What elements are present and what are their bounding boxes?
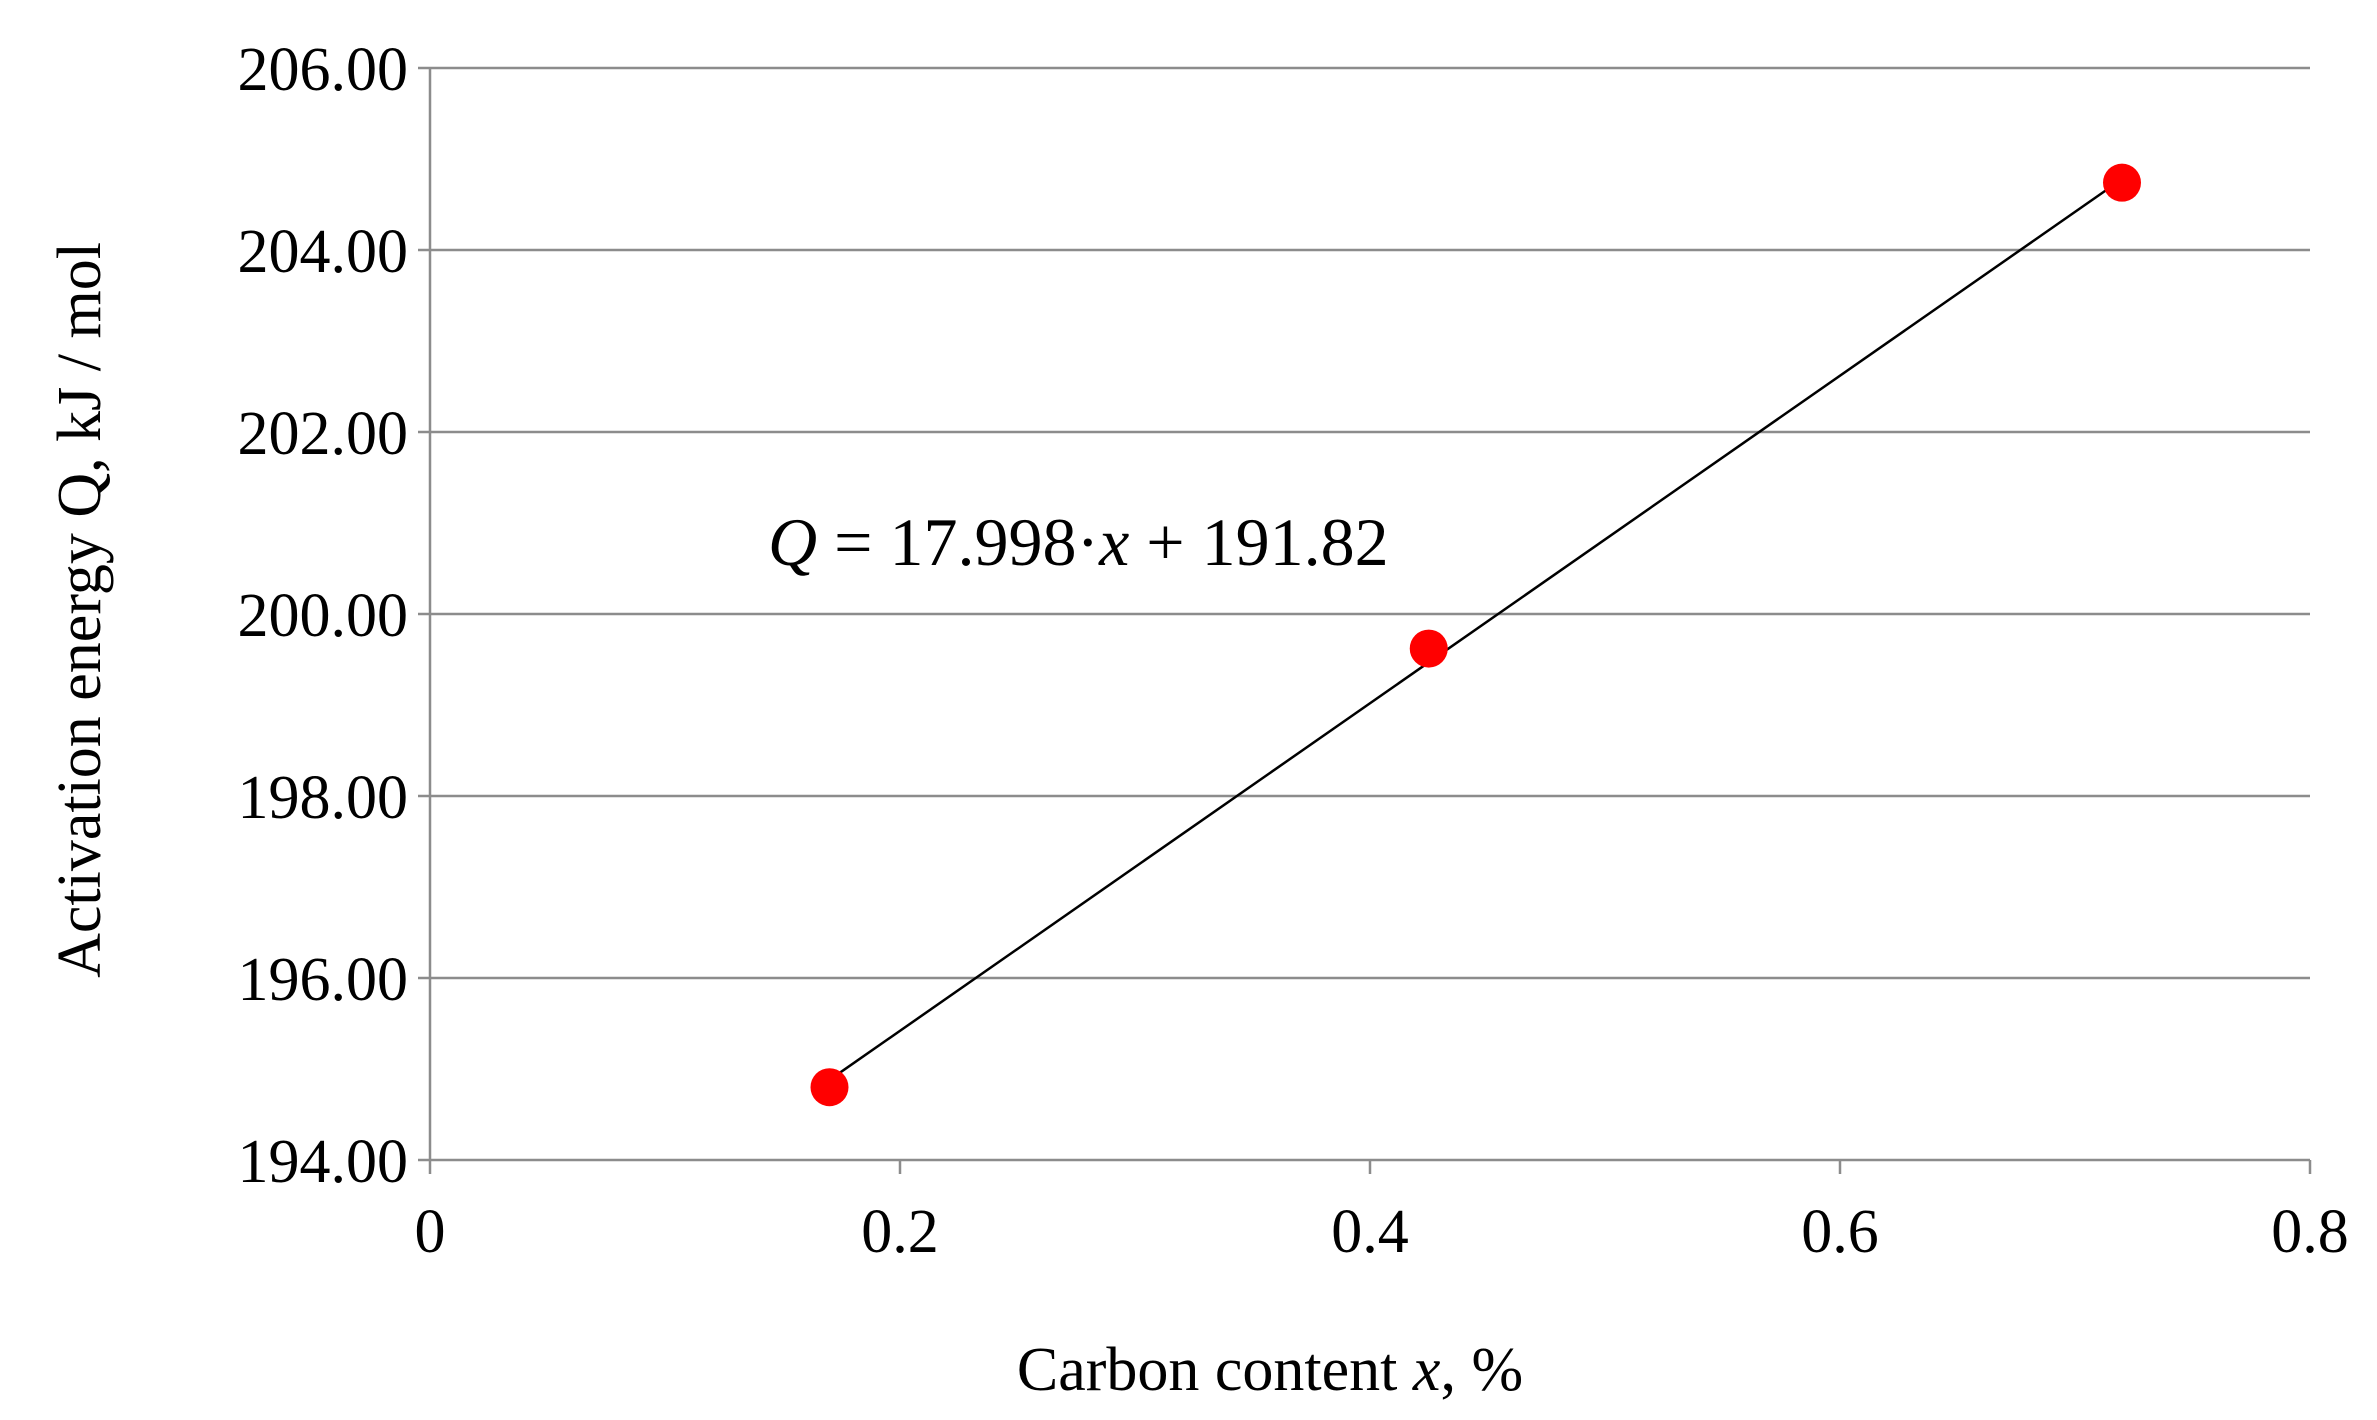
axes — [418, 66, 2312, 1174]
data-point — [2103, 163, 2141, 202]
data-point — [810, 1068, 849, 1107]
x-tick-labels: 0 0.2 0.4 0.6 0.8 — [415, 1198, 2349, 1266]
grid-lines — [430, 66, 2310, 980]
data-point — [1409, 629, 1448, 668]
y-tick-labels: 194.00 196.00 198.00 200.00 202.00 204.00 206.… — [238, 36, 409, 1196]
trendline-equation: Q = 17.998·x + 191.82 — [768, 504, 1389, 580]
x-tick-label: 0.8 — [2271, 1198, 2349, 1266]
y-tick-label: 204.00 — [238, 218, 409, 286]
x-tick-label: 0.4 — [1331, 1198, 1409, 1266]
x-axis-title: Carbon content x, % — [1017, 1336, 1523, 1404]
x-tick-label: 0.2 — [861, 1198, 939, 1266]
y-tick-label: 198.00 — [238, 764, 409, 832]
data-points — [810, 163, 2141, 1107]
x-tick-label: 0 — [415, 1198, 446, 1266]
trendline-group — [828, 178, 2123, 1081]
y-tick-label: 200.00 — [238, 582, 409, 650]
y-axis-title: Activation energy Q, kJ / mol — [46, 242, 114, 978]
y-tick-label: 196.00 — [238, 946, 409, 1014]
trendline — [828, 178, 2123, 1081]
y-tick-label: 194.00 — [238, 1128, 409, 1196]
x-tick-label: 0.6 — [1801, 1198, 1879, 1266]
y-tick-label: 202.00 — [238, 400, 409, 468]
y-tick-label: 206.00 — [238, 36, 409, 104]
